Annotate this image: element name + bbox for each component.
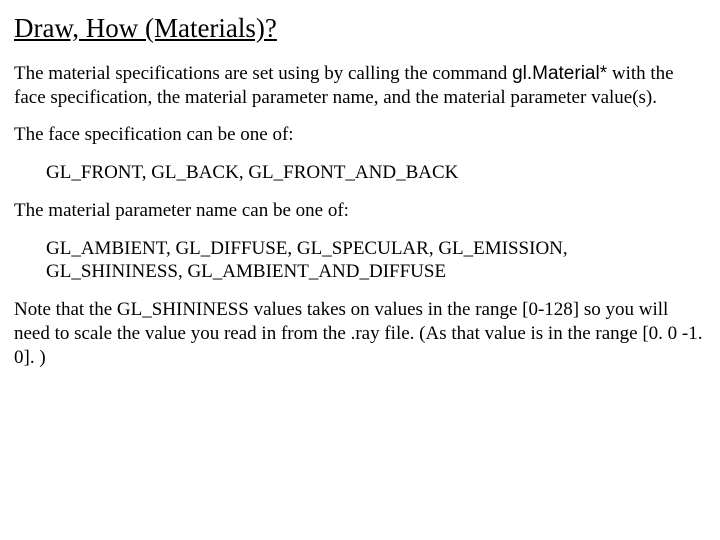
note-paragraph: Note that the GL_SHININESS values takes …: [14, 298, 706, 369]
param-name-values: GL_AMBIENT, GL_DIFFUSE, GL_SPECULAR, GL_…: [14, 237, 706, 285]
param-name-label: The material parameter name can be one o…: [14, 199, 706, 223]
face-spec-values: GL_FRONT, GL_BACK, GL_FRONT_AND_BACK: [14, 161, 706, 185]
command-name: gl.Material*: [512, 63, 607, 84]
page-title: Draw, How (Materials)?: [14, 12, 706, 46]
face-spec-label: The face specification can be one of:: [14, 123, 706, 147]
intro-text-a: The material specifications are set usin…: [14, 63, 512, 84]
intro-paragraph: The material specifications are set usin…: [14, 62, 706, 110]
